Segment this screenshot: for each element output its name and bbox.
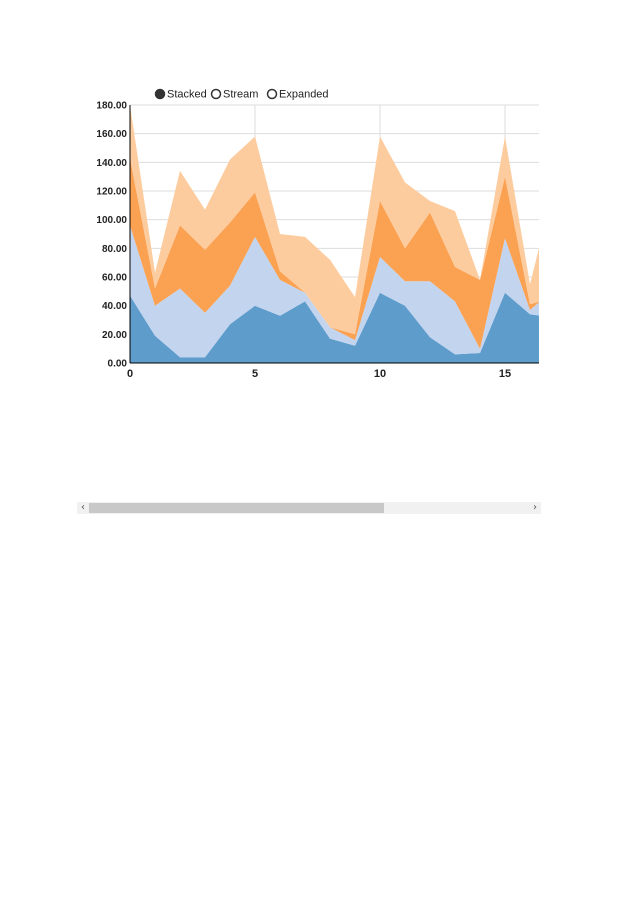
scroll-right-icon[interactable]: ›	[533, 502, 537, 513]
y-tick-label: 40.00	[102, 301, 127, 312]
y-tick-label: 60.00	[102, 273, 127, 284]
legend-radio-icon[interactable]	[210, 88, 222, 100]
y-axis-ticks: 0.00 20.00 40.00 60.00 80.00 100.00 120.00 140.…	[96, 101, 127, 370]
legend: Stacked Stream Expanded	[154, 88, 329, 101]
legend-item-expanded[interactable]: Expanded	[266, 88, 329, 101]
x-tick-label: 0	[127, 368, 133, 380]
y-tick-label: 0.00	[108, 359, 128, 370]
legend-item-stream[interactable]: Stream	[210, 88, 259, 101]
x-tick-label: 15	[499, 368, 511, 380]
chart-svg: 0.00 20.00 40.00 60.00 80.00 100.00 120.00 140.…	[96, 88, 539, 380]
scroll-left-icon[interactable]: ‹	[81, 502, 85, 513]
axes	[129, 105, 539, 364]
area-series-2	[130, 225, 539, 358]
area-series	[130, 105, 539, 363]
legend-label: Stream	[223, 89, 258, 101]
y-tick-label: 160.00	[96, 129, 127, 140]
y-tick-label: 140.00	[96, 158, 127, 169]
y-tick-label: 80.00	[102, 244, 127, 255]
legend-item-stacked[interactable]: Stacked	[154, 88, 207, 101]
legend-label: Stacked	[167, 89, 207, 101]
legend-radio-icon[interactable]	[266, 88, 278, 100]
stacked-area-chart: 0.00 20.00 40.00 60.00 80.00 100.00 120.00 140.…	[0, 0, 638, 400]
x-tick-label: 5	[252, 368, 258, 380]
scrollbar-thumb[interactable]	[89, 503, 384, 513]
legend-label: Expanded	[279, 89, 329, 101]
y-tick-label: 120.00	[96, 187, 127, 198]
area-series-3	[130, 158, 539, 349]
x-tick-label: 10	[374, 368, 386, 380]
x-axis-ticks: 0 5 10 15	[127, 368, 511, 380]
y-tick-label: 20.00	[102, 330, 127, 341]
y-tick-label: 180.00	[96, 101, 127, 112]
horizontal-scrollbar[interactable]: ‹ ›	[77, 502, 541, 514]
area-series-1	[130, 292, 539, 363]
legend-radio-icon[interactable]	[154, 88, 166, 100]
area-series-4	[130, 105, 539, 335]
y-tick-label: 100.00	[96, 215, 127, 226]
